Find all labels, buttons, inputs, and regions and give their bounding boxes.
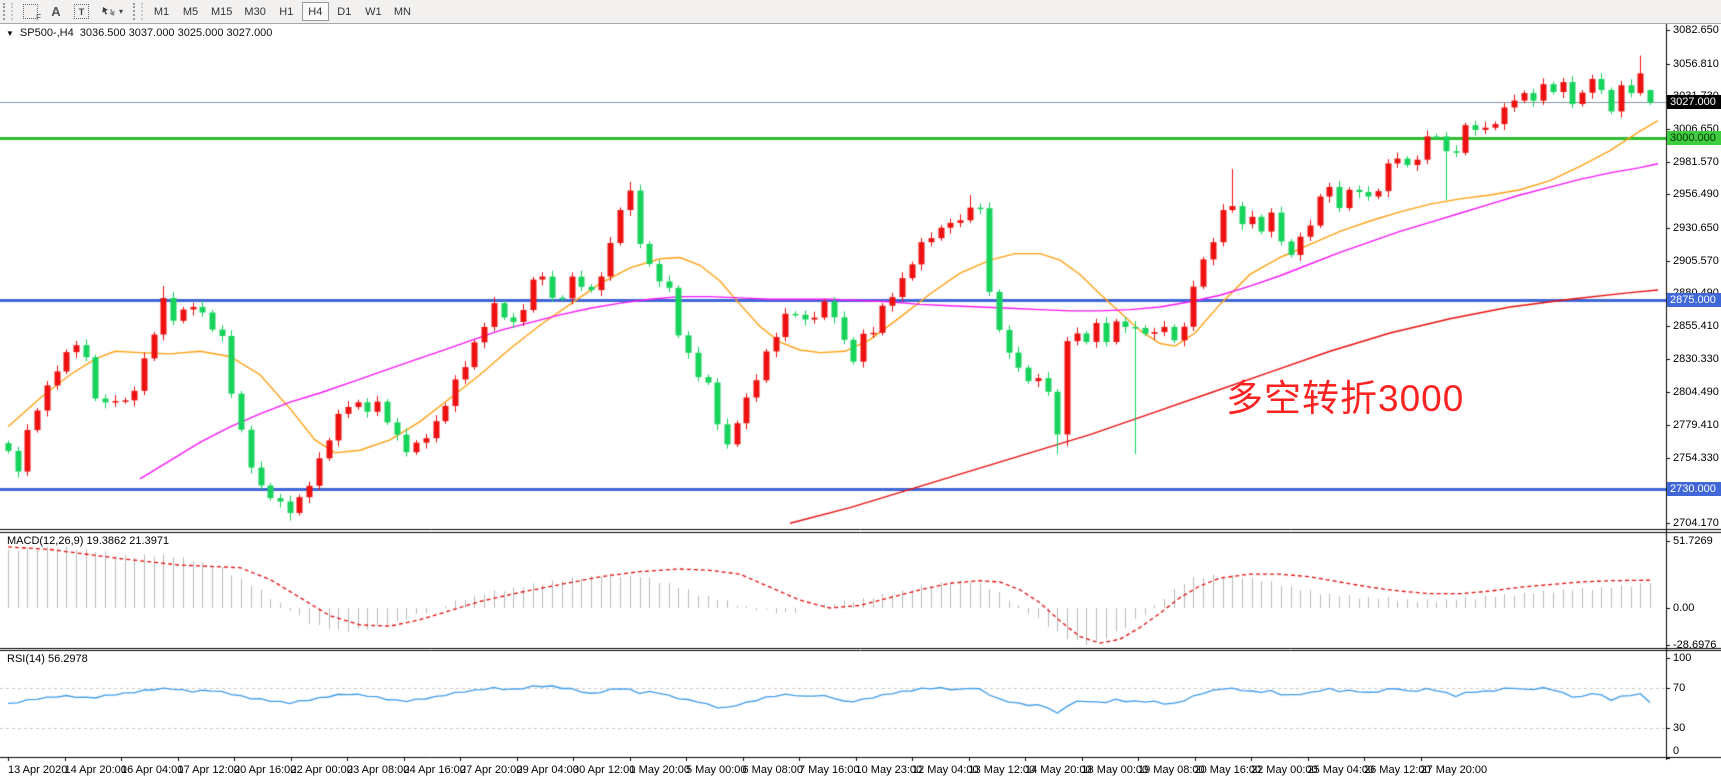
price-tick-label: 3056.810 (1673, 57, 1719, 70)
time-label: 14 Apr 20:00 (64, 764, 127, 776)
timeframe-m15[interactable]: M15 (211, 5, 233, 18)
rsi-tick-label: 70 (1673, 682, 1686, 694)
timeframe-m5[interactable]: M5 (182, 5, 199, 18)
rsi-tick-label: 30 (1673, 722, 1686, 734)
price-tick-label: 2956.490 (1673, 188, 1719, 201)
time-label: 24 Apr 16:00 (403, 764, 466, 776)
timeframe-h4[interactable]: H4 (301, 2, 329, 21)
chart-annotation-text: 多空转折3000 (1226, 378, 1465, 419)
toolbar: F A T ▾ M1 M5 M15 M30 H1 H4 D1 W1 MN (0, 0, 1721, 24)
timeframe-m1[interactable]: M1 (153, 5, 170, 18)
rsi-tick-label: 0 (1673, 745, 1680, 757)
time-label: 25 May 04:00 (1307, 764, 1375, 776)
time-label: 22 May 00:00 (1251, 764, 1318, 776)
timeframe-h1[interactable]: H1 (279, 5, 294, 18)
cursor-arrows-button[interactable]: ▾ (96, 2, 128, 21)
rsi-indicator-label: RSI(14) 56.2978 (7, 653, 88, 665)
level-2730-label: 2730.000 (1667, 482, 1721, 497)
level-2875-label: 2875.000 (1667, 293, 1721, 308)
macd-tick-label: 51.7269 (1673, 534, 1713, 547)
toolbar-grip-2[interactable] (133, 3, 144, 20)
macd-tick-label: -28.6976 (1673, 639, 1717, 652)
price-tick-label: 2830.330 (1673, 352, 1719, 365)
text-tool-button[interactable]: T (69, 2, 94, 21)
indicator-grid-f-icon[interactable]: F (18, 2, 43, 22)
time-label: 27 May 20:00 (1420, 764, 1488, 776)
price-tick-label: 2981.570 (1673, 155, 1719, 168)
rsi-tick-label: 100 (1673, 652, 1692, 664)
time-label: 13 May 12:00 (968, 764, 1036, 776)
price-tick-label: 2930.650 (1673, 221, 1719, 234)
time-label: 1 May 20:00 (629, 764, 691, 776)
font-a-icon: A (51, 4, 61, 19)
grid-f-letter: F (36, 13, 41, 22)
macd-indicator-label: MACD(12,26,9) 19.3862 21.3971 (7, 535, 170, 547)
time-label: 5 May 00:00 (686, 764, 747, 776)
dotted-grid-icon: F (23, 4, 41, 22)
symbol-header[interactable]: ▼ SP500-,H4 3036.500 3037.000 3025.000 3… (6, 27, 272, 39)
time-label: 12 May 04:00 (912, 764, 979, 776)
time-label: 20 May 16:00 (1194, 764, 1262, 776)
time-label: 27 Apr 20:00 (460, 764, 523, 776)
time-label: 13 Apr 2020 (8, 764, 68, 776)
symbol-dropdown-icon[interactable]: ▼ (6, 28, 14, 38)
time-label: 16 Apr 04:00 (121, 764, 184, 776)
time-label: 17 Apr 12:00 (177, 764, 240, 776)
toolbar-grip[interactable] (3, 3, 13, 20)
cursor-arrows-icon (102, 7, 115, 16)
price-tick-label: 2855.410 (1673, 320, 1719, 332)
timeframe-buttons: M1 M5 M15 M30 H1 H4 D1 W1 MN (148, 2, 416, 21)
price-tick-label: 2779.410 (1673, 419, 1719, 431)
price-tick-label: 3082.650 (1673, 24, 1719, 36)
chart-canvas[interactable] (0, 24, 1721, 783)
symbol-name: SP500-,H4 (19, 27, 74, 39)
time-label: 6 May 08:00 (742, 764, 804, 776)
time-label: 19 May 08:00 (1138, 764, 1205, 776)
chart-window: ▼ SP500-,H4 3036.500 3037.000 3025.000 3… (0, 24, 1721, 783)
time-label: 29 Apr 04:00 (516, 764, 579, 776)
time-label: 10 May 23:00 (855, 764, 923, 776)
timeframe-m30[interactable]: M30 (244, 5, 266, 18)
time-label: 22 Apr 00:00 (290, 764, 353, 776)
text-tool-icon: T (74, 4, 89, 19)
price-tick-label: 2704.170 (1673, 517, 1719, 529)
current-price-label: 3027.000 (1667, 95, 1721, 110)
dropdown-caret-icon: ▾ (119, 7, 124, 16)
time-label: 14 May 20:00 (1025, 764, 1092, 776)
timeframe-w1[interactable]: W1 (365, 5, 382, 18)
time-axis[interactable]: 13 Apr 2020 14 Apr 20:00 16 Apr 04:00 17 Ap… (0, 760, 1666, 783)
timeframe-d1[interactable]: D1 (337, 5, 352, 18)
time-label: 30 Apr 12:00 (573, 764, 636, 776)
price-tick-label: 2905.570 (1673, 254, 1719, 267)
time-label: 18 May 00:00 (1081, 764, 1149, 776)
macd-tick-label: 0.00 (1673, 602, 1695, 614)
time-label: 7 May 16:00 (799, 764, 860, 776)
font-a-button[interactable]: A (45, 2, 67, 21)
time-label: 26 May 12:00 (1364, 764, 1431, 776)
price-tick-label: 2754.330 (1673, 451, 1719, 464)
level-3000-label: 3000.000 (1667, 130, 1721, 145)
timeframe-mn[interactable]: MN (393, 5, 411, 18)
time-label: 20 Apr 16:00 (234, 764, 297, 776)
time-label: 23 Apr 08:00 (347, 764, 410, 776)
price-tick-label: 2804.490 (1673, 386, 1719, 399)
symbol-ohlc: 3036.500 3037.000 3025.000 3027.000 (79, 27, 273, 39)
